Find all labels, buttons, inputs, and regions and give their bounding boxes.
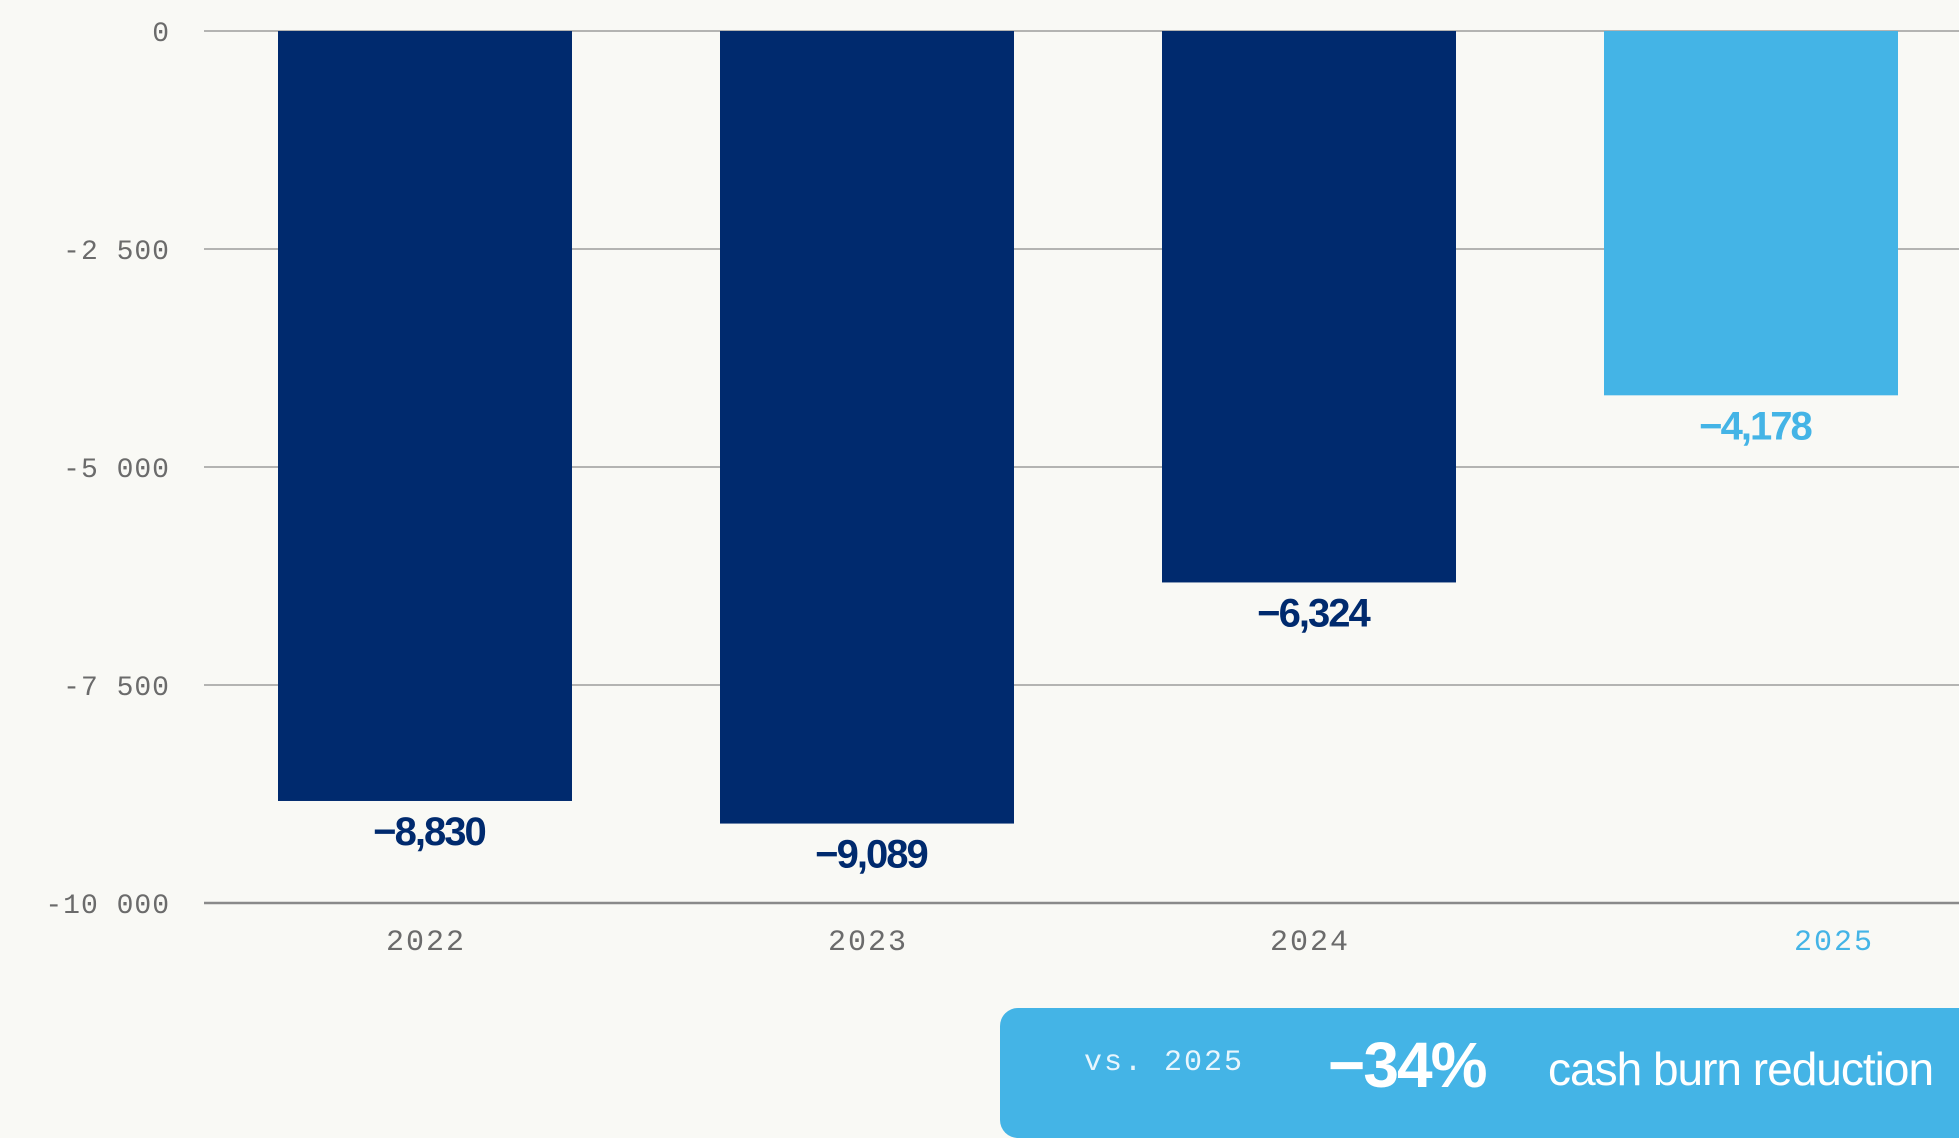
x-tick-label-2024: 2024 (1270, 926, 1350, 960)
y-tick-label: -5 000 (63, 455, 170, 486)
y-tick-label: -7 500 (63, 673, 170, 704)
x-tick-label-2022: 2022 (386, 926, 466, 960)
y-axis-ticks: 0 -2 500 -5 000 -7 500 -10 000 (45, 19, 170, 922)
bar-chart: 0-2 500-5 000-7 500-10 000 −8,830−9,089−… (45, 19, 1959, 960)
bar-2022 (278, 31, 572, 801)
bars (278, 31, 1898, 824)
y-tick-label: -10 000 (45, 891, 170, 922)
callout-value: −34% (1328, 1029, 1487, 1101)
x-tick-label-2023: 2023 (828, 926, 908, 960)
reduction-callout: vs. 2025 −34% cash burn reduction (1000, 1008, 1959, 1138)
x-axis-ticks: 2022 2023 2024 2025 (386, 926, 1874, 960)
callout-prefix: vs. 2025 (1084, 1046, 1245, 1080)
data-label-2025: −4,178 (1699, 404, 1812, 448)
data-label-2024: −6,324 (1257, 591, 1371, 635)
bar-2025 (1604, 31, 1898, 396)
bar-2023 (720, 31, 1014, 824)
callout-text: cash burn reduction (1548, 1043, 1934, 1095)
data-label-2022: −8,830 (373, 810, 485, 854)
y-tick-label: 0 (152, 19, 170, 50)
bar-2024 (1162, 31, 1456, 583)
x-tick-label-2025: 2025 (1794, 926, 1874, 960)
data-labels: −8,830 −9,089 −6,324 −4,178 (373, 404, 1814, 877)
y-tick-label: -2 500 (63, 237, 170, 268)
data-label-2023: −9,089 (815, 833, 927, 877)
